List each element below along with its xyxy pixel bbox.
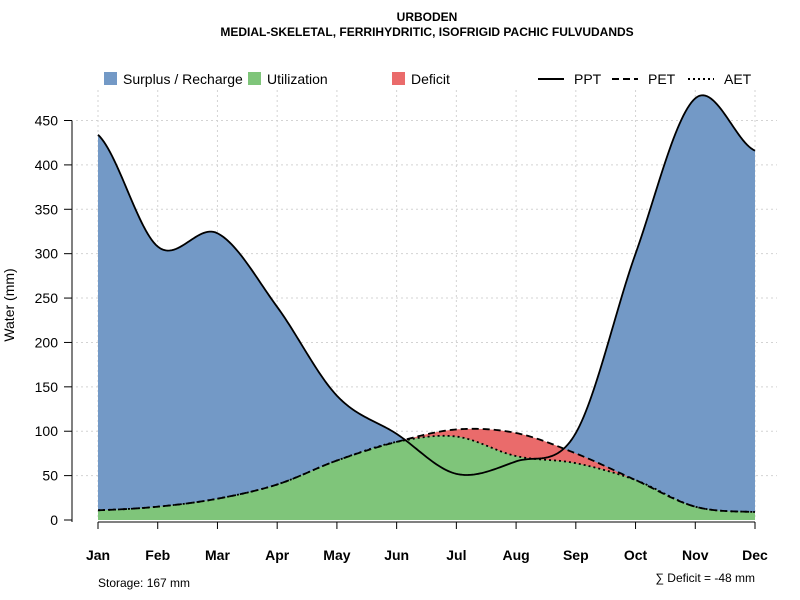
y-tick-label-150: 150 [35,379,59,395]
y-tick-label-350: 350 [35,201,59,217]
axes: 0 50 100 150 200 250 300 350 400 450 Jan Feb Mar Apr M… [35,113,768,563]
legend-label-2: Deficit [411,71,450,87]
x-tick-label-aug: Aug [502,547,529,563]
y-tick-label-450: 450 [35,113,59,129]
y-tick-label-300: 300 [35,246,59,262]
x-tick-label-may: May [323,547,350,563]
x-tick-label-feb: Feb [145,547,170,563]
utilization-area [98,435,755,520]
x-tick-label-apr: Apr [265,547,290,563]
ppt-line [97,94,756,476]
x-tick-label-nov: Nov [682,547,709,563]
legend-swatch-1 [248,72,261,85]
y-tick-label-250: 250 [35,290,59,306]
y-tick-label-0: 0 [50,512,58,528]
chart-subtitle: MEDIAL-SKELETAL, FERRIHYDRITIC, ISOFRIGI… [220,25,633,39]
x-tick-label-jul: Jul [446,547,466,563]
y-tick-label-400: 400 [35,157,59,173]
legend-line-label-aet: AET [724,71,752,87]
y-tick-label-200: 200 [35,334,59,350]
surplus-cover-segment [563,95,755,513]
legend: Surplus / Recharge Utilization Deficit PPT P… [104,71,752,87]
legend-swatch-0 [104,72,117,85]
chart-title: URBODEN [397,10,458,24]
x-tick-label-dec: Dec [742,547,768,563]
legend-label-1: Utilization [267,71,328,87]
x-tick-label-oct: Oct [624,547,648,563]
y-axis-label: Water (mm) [1,268,17,341]
y-tick-label-50: 50 [42,468,58,484]
x-tick-label-sep: Sep [563,547,589,563]
deficit-text: ∑ Deficit = -48 mm [655,571,755,585]
legend-line-label-ppt: PPT [574,71,602,87]
legend-label-0: Surplus / Recharge [123,71,243,87]
x-tick-label-jan: Jan [86,547,110,563]
legend-line-label-pet: PET [648,71,676,87]
surplus-cover-segment [98,134,405,511]
areas [98,95,755,521]
storage-text: Storage: 167 mm [98,576,190,590]
x-tick-label-jun: Jun [384,547,409,563]
pet-line [97,427,756,513]
series-lines [97,94,756,513]
y-tick-label-100: 100 [35,423,59,439]
legend-swatch-2 [392,72,405,85]
x-tick-label-mar: Mar [205,547,230,563]
